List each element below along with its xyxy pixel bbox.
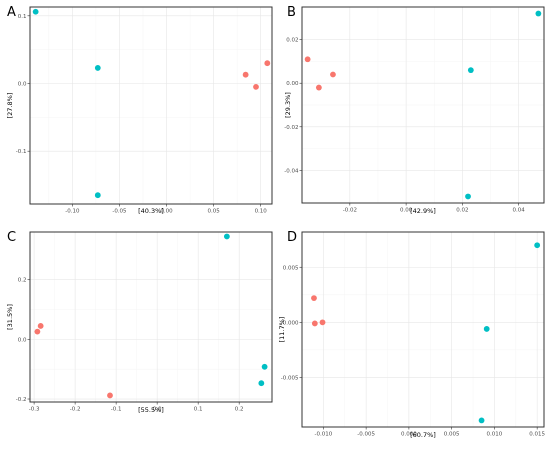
plot-background — [30, 7, 272, 204]
panel-letter: C — [7, 230, 16, 245]
x-tick-label: 0.04 — [513, 208, 526, 214]
data-point-group-1 — [311, 295, 317, 302]
y-tick-label: 0.1 — [18, 14, 27, 20]
y-axis-title: [11.7%] — [278, 317, 286, 343]
x-tick-label: -0.02 — [343, 208, 357, 214]
panel-d: -0.010 -0.005 0.000 0.005 0.010 0.015 0.005 0.0… — [278, 230, 546, 439]
y-tick-label: 0.005 — [283, 265, 299, 271]
y-tick-label: 0.00 — [286, 81, 299, 87]
x-axis-title: [60.7%] — [410, 431, 436, 439]
panel-letter: B — [287, 5, 296, 20]
data-point-group-2 — [535, 10, 542, 17]
y-tick-label: 0.0 — [18, 337, 27, 343]
x-tick-label: 0.05 — [207, 209, 220, 215]
panel-letter: D — [287, 230, 297, 245]
panel-border — [301, 6, 545, 204]
data-point-group-1 — [319, 319, 326, 326]
x-tick-label: 0.2 — [235, 407, 244, 413]
data-point-group-2 — [258, 380, 265, 387]
data-point-group-1 — [315, 84, 322, 91]
data-point-group-2 — [261, 363, 268, 370]
y-tick-label: -0.02 — [284, 125, 298, 131]
panel-border — [29, 231, 273, 403]
x-tick-label: -0.005 — [357, 432, 375, 438]
y-axis-title: [27.8%] — [6, 93, 14, 119]
y-tick-label: 0.0 — [18, 81, 27, 87]
x-tick-label: 0.000 — [401, 432, 417, 438]
panel-b: -0.02 0.00 0.02 0.04 0.02 0.00 -0.02 -0.04 [42.9… — [284, 5, 545, 215]
x-tick-label: 0.0 — [153, 407, 162, 413]
y-tick-label: 0.02 — [286, 38, 298, 44]
data-point-group-1 — [304, 56, 311, 63]
panel-c: -0.3 -0.2 -0.1 0.0 0.1 0.20.20.0-0.2[55.5%][3… — [6, 230, 273, 414]
data-point-group-1 — [34, 328, 41, 335]
x-tick-label: 0.1 — [194, 407, 203, 413]
x-tick-label: -0.10 — [65, 209, 80, 215]
x-tick-label: -0.010 — [315, 432, 333, 438]
data-point-group-1 — [253, 83, 259, 90]
x-tick-label: -0.05 — [112, 209, 127, 215]
data-point-group-2 — [94, 65, 101, 71]
y-tick-label: 0.000 — [283, 320, 299, 326]
x-tick-label: -0.3 — [29, 407, 40, 413]
x-tick-label: 0.010 — [487, 432, 503, 438]
data-point-group-1 — [311, 320, 318, 327]
y-axis-title: [29.3%] — [284, 92, 292, 118]
data-point-group-2 — [223, 233, 230, 240]
y-tick-label: 0.2 — [18, 278, 27, 284]
data-point-group-1 — [330, 71, 336, 78]
x-tick-label: 0.00 — [400, 208, 413, 214]
data-point-group-2 — [483, 326, 490, 332]
x-axis-title: [40.3%] — [138, 207, 164, 215]
x-tick-label: -0.2 — [70, 407, 81, 413]
panel-border — [301, 231, 545, 428]
data-point-group-1 — [37, 323, 44, 329]
x-tick-label: 0.015 — [529, 432, 545, 438]
y-tick-label: -0.2 — [16, 397, 27, 403]
y-tick-label: -0.005 — [281, 375, 299, 381]
data-point-group-2 — [465, 193, 471, 200]
data-point-group-2 — [32, 8, 39, 15]
x-tick-label: -0.1 — [111, 407, 122, 413]
y-axis-title: [31.5%] — [6, 304, 14, 330]
x-tick-label: 0.02 — [456, 208, 468, 214]
panel-border — [29, 6, 273, 205]
panel-a: -0.10 -0.05 0.00 0.05 0.10 0.1 0.0 -0.1 [40.3%] [… — [6, 5, 273, 215]
data-point-group-1 — [107, 392, 113, 399]
data-point-group-2 — [478, 417, 485, 424]
data-point-group-2 — [534, 242, 541, 249]
data-point-group-1 — [242, 71, 249, 78]
x-tick-label: 0.00 — [160, 209, 173, 215]
data-point-group-2 — [467, 67, 474, 74]
x-axis-title: [55.5%] — [138, 406, 164, 414]
panel-letter: A — [7, 5, 16, 20]
data-point-group-2 — [94, 192, 101, 199]
plot-background — [30, 232, 272, 402]
x-tick-label: 0.10 — [255, 209, 268, 215]
y-tick-label: -0.1 — [16, 149, 27, 155]
y-tick-label: -0.04 — [284, 168, 299, 174]
plot-background — [302, 232, 544, 427]
x-tick-label: 0.005 — [444, 432, 460, 438]
data-point-group-1 — [264, 60, 271, 67]
x-axis-title: [42.9%] — [410, 207, 436, 215]
